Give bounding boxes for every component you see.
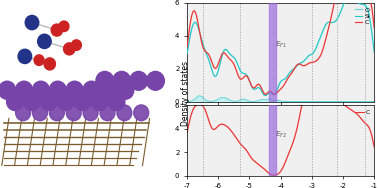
Circle shape [33, 81, 50, 99]
Text: Density of states: Density of states [181, 61, 190, 127]
Circle shape [117, 81, 134, 99]
Circle shape [113, 71, 130, 90]
Circle shape [34, 55, 44, 65]
Circle shape [66, 81, 83, 99]
Circle shape [18, 49, 32, 64]
Circle shape [6, 92, 24, 111]
Circle shape [100, 105, 115, 121]
Circle shape [74, 92, 91, 111]
Circle shape [33, 105, 47, 121]
Circle shape [130, 71, 147, 90]
Circle shape [71, 40, 81, 50]
Circle shape [147, 71, 164, 90]
Circle shape [50, 105, 64, 121]
Circle shape [38, 34, 51, 49]
Circle shape [91, 92, 108, 111]
Circle shape [64, 43, 75, 55]
Circle shape [23, 92, 40, 111]
Circle shape [57, 92, 74, 111]
Legend: O, Si, C: O, Si, C [353, 6, 371, 27]
Circle shape [59, 21, 69, 32]
Circle shape [96, 71, 114, 90]
Circle shape [100, 81, 117, 99]
Circle shape [117, 105, 132, 121]
Circle shape [40, 92, 57, 111]
Legend: C: C [355, 108, 371, 116]
Circle shape [66, 105, 81, 121]
Bar [270, 105, 276, 176]
Circle shape [15, 81, 33, 99]
Text: $E_{F1}$: $E_{F1}$ [275, 40, 287, 50]
Circle shape [49, 81, 66, 99]
Circle shape [83, 105, 98, 121]
Text: $E_{F2}$: $E_{F2}$ [275, 130, 287, 140]
Circle shape [83, 81, 100, 99]
Circle shape [51, 24, 62, 36]
Bar [270, 3, 276, 102]
Circle shape [25, 15, 39, 30]
Circle shape [134, 105, 149, 121]
Circle shape [108, 92, 125, 111]
Circle shape [15, 105, 31, 121]
Circle shape [44, 58, 56, 70]
Circle shape [0, 81, 15, 99]
